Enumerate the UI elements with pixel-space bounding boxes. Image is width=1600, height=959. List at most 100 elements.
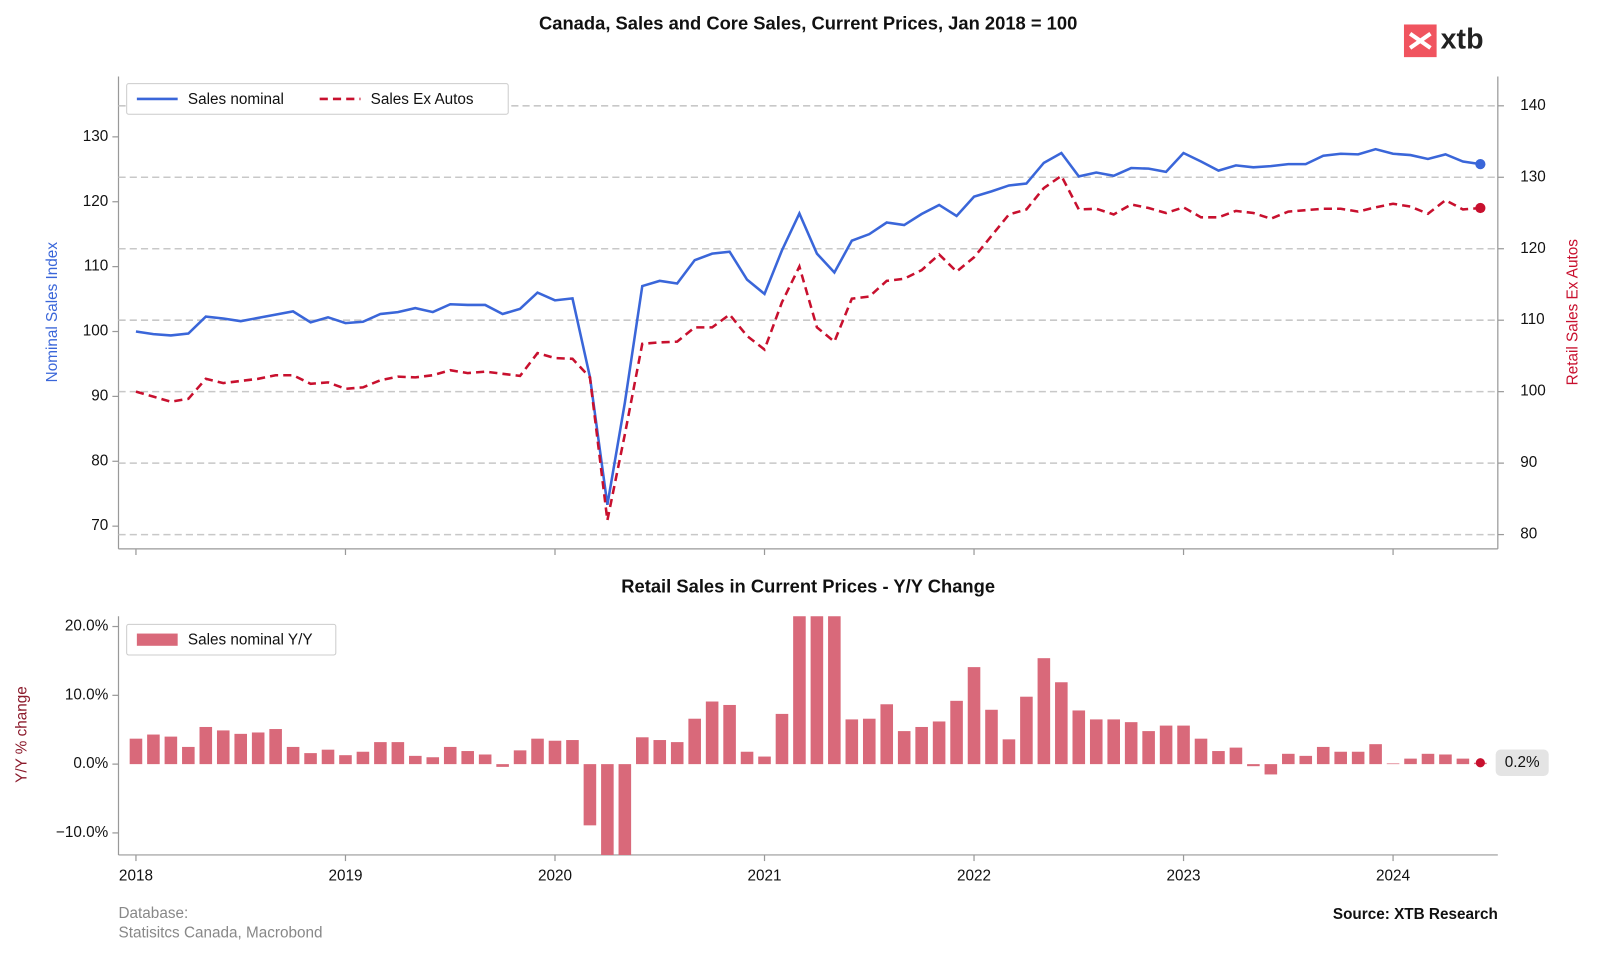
y-tick-label: 110: [84, 258, 108, 275]
bar: [1282, 753, 1295, 765]
y-tick-label: 0.0%: [73, 755, 108, 772]
x-tick-label: 2020: [538, 867, 572, 884]
bar: [426, 757, 440, 765]
bar: [828, 616, 841, 765]
y-tick-label: 20.0%: [65, 618, 109, 635]
bar: [443, 746, 457, 765]
bar: [1177, 725, 1190, 765]
bar: [1421, 753, 1435, 765]
value-label: 0.2%: [1505, 754, 1540, 771]
footer-text: Database:: [118, 905, 188, 922]
x-tick-label: 2024: [1376, 867, 1411, 884]
y-axis-label: Nominal Sales Index: [44, 242, 61, 383]
bar: [1386, 763, 1400, 765]
x-tick-label: 2023: [1167, 867, 1201, 884]
y2-tick-label: 140: [1520, 97, 1546, 114]
bar: [862, 718, 876, 765]
bar: [409, 755, 422, 765]
bar: [548, 740, 562, 765]
y2-axis-label: Retail Sales Ex Autos: [1564, 239, 1581, 386]
bar: [950, 700, 963, 765]
bar: [129, 738, 143, 765]
value-badge: [1495, 749, 1549, 777]
x-tick-label: 2021: [747, 867, 781, 884]
legend-label: Sales nominal: [188, 91, 284, 108]
y2-tick-label: 80: [1520, 526, 1537, 543]
bar: [688, 718, 701, 765]
bar: [356, 751, 370, 765]
series-line: [135, 147, 1481, 506]
bar: [1404, 758, 1417, 765]
bar: [1334, 751, 1347, 765]
y2-tick-label: 90: [1520, 454, 1537, 471]
bar: [1142, 731, 1155, 765]
bar: [147, 734, 160, 765]
bar: [1247, 764, 1260, 767]
bar: [251, 732, 265, 765]
bar: [321, 749, 335, 765]
bar: [1369, 744, 1382, 765]
bar-group: [129, 616, 1487, 855]
y-axis-label: Y/Y % change: [14, 686, 31, 783]
bar: [1055, 682, 1068, 765]
x-tick-label: 2018: [119, 867, 153, 884]
bar: [723, 704, 736, 765]
x-tick-label: 2019: [328, 867, 362, 884]
bar: [967, 667, 981, 765]
end-dot: [1475, 159, 1486, 170]
bar: [1194, 738, 1208, 765]
bar: [1089, 719, 1103, 765]
logo-icon: [1408, 31, 1432, 50]
y2-tick-label: 100: [1520, 383, 1546, 400]
bar: [932, 721, 946, 765]
bar: [216, 730, 230, 765]
bar: [269, 729, 282, 765]
chart-title: Canada, Sales and Core Sales, Current Pr…: [539, 12, 1077, 33]
y-tick-label: 10.0%: [65, 686, 109, 703]
y-tick-label: 130: [83, 128, 109, 145]
legend-swatch: [136, 633, 178, 646]
bar: [636, 737, 649, 765]
y-tick-label: 100: [83, 323, 109, 340]
bar: [496, 764, 509, 767]
bar: [1020, 696, 1033, 765]
bar: [461, 751, 474, 765]
bar: [775, 713, 789, 765]
logo: xtb: [1403, 23, 1484, 58]
bar: [304, 753, 317, 765]
y-tick-label: −10.0%: [56, 824, 109, 841]
bar: [1002, 739, 1016, 765]
bar: [199, 726, 213, 765]
legend-box: [126, 623, 337, 656]
footer-source: Source: XTB Research: [1333, 906, 1498, 923]
bar: [1456, 758, 1470, 765]
y-tick-label: 80: [91, 452, 108, 469]
bar: [566, 740, 579, 765]
bar: [513, 750, 527, 765]
bar: [391, 742, 405, 765]
series-line: [135, 174, 1481, 521]
bar: [234, 733, 248, 765]
bar: [1439, 754, 1452, 765]
legend-box: [126, 83, 509, 115]
y-tick-label: 120: [83, 193, 109, 210]
bar: [1124, 722, 1138, 765]
bar: [897, 731, 911, 765]
bar: [705, 701, 719, 765]
end-dot: [1475, 758, 1485, 768]
bar: [601, 764, 614, 855]
bar: [1316, 746, 1330, 765]
bar: [1264, 764, 1278, 775]
chart-title: Retail Sales in Current Prices - Y/Y Cha…: [621, 575, 995, 596]
bar: [915, 726, 928, 765]
y-tick-label: 90: [91, 387, 108, 404]
bar: [374, 742, 387, 765]
bar: [339, 755, 352, 765]
bar: [286, 746, 300, 765]
logo-text: xtb: [1441, 23, 1484, 55]
y2-tick-label: 110: [1520, 311, 1544, 328]
bar: [618, 764, 632, 855]
y2-tick-label: 130: [1520, 168, 1546, 185]
bar: [845, 719, 859, 765]
